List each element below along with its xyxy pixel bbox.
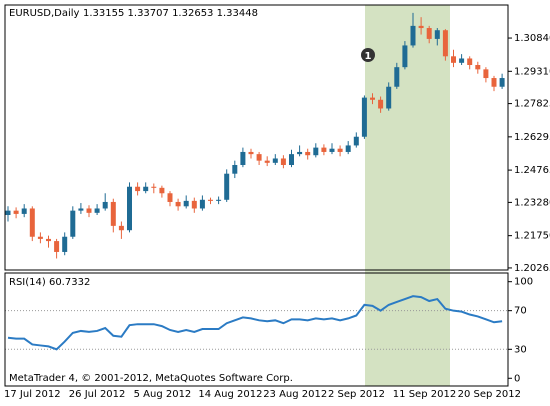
candle-body [264,160,270,163]
candle-body [224,173,230,200]
x-tick-label: 2 Sep 2012 [328,389,385,400]
candle-body [232,165,238,174]
candle-body [175,201,181,207]
candle-body [418,25,424,29]
candle-body [378,99,384,109]
price-summary: 1.33155 1.33707 1.32653 1.33448 [83,8,258,19]
candle-body [135,186,141,192]
candle-body [199,199,205,209]
y-tick-label: 1.29310 [514,66,550,77]
candle-body [70,210,76,237]
y-tick-label: 1.23280 [514,197,550,208]
candle-body [329,148,335,152]
candle-body [483,69,489,79]
x-tick-label: 20 Sep 2012 [458,389,521,400]
candle-body [54,241,60,252]
candle-body [143,186,149,192]
candle-body [410,25,416,46]
y-tick-label: 70 [514,306,527,317]
candle-body [46,238,51,242]
y-tick-label: 1.21750 [514,231,550,242]
symbol-title: EURUSD,Daily [9,8,80,19]
footer: MetaTrader 4, © 2001-2012, MetaQuotes So… [9,373,293,384]
x-tick-label: 26 Jul 2012 [69,389,126,400]
x-tick-label: 11 Sep 2012 [393,389,456,400]
candle-body [394,67,400,87]
y-tick-label: 30 [514,344,527,355]
candle-body [491,78,497,87]
x-tick-label: 5 Aug 2012 [134,389,192,400]
y-tick-label: 1.24765 [514,165,550,176]
candle-body [361,97,367,137]
rsi-line [7,295,503,351]
candle-body [37,236,43,239]
candle-body [442,30,448,57]
candle-body [110,201,116,226]
candle-body [280,158,286,165]
candle-body [29,208,35,237]
candle-body [337,148,343,152]
y-tick-label: 100 [514,277,533,288]
candle-body [272,158,278,163]
candle-body [248,151,254,155]
candle-body [167,193,173,202]
rsi-frame [4,272,509,387]
annotation-label: 1 [365,51,372,62]
candle-body [191,200,197,209]
candle-body [313,147,319,156]
candle-body [102,201,108,209]
candle-body [289,154,294,165]
x-tick-label: 14 Aug 2012 [198,389,262,400]
candle-body [21,208,27,214]
candle-body [459,58,465,63]
candle-body [256,154,262,161]
front-layer: 1.30840 1.29310 1.27825 1.26295 1.24765 1.232… [4,12,550,400]
candle-body [118,225,124,231]
candle-body [451,56,456,63]
candle-body [159,187,165,194]
y-tick-label: 1.27825 [514,99,550,110]
y-tick-label: 0 [514,373,520,384]
candle-body [5,210,11,215]
candle-body [183,200,189,207]
candle-body [127,186,132,231]
x-tick-label: 23 Aug 2012 [263,389,327,400]
candle-body [94,208,100,213]
main-frame [4,4,509,271]
candle-body [86,208,92,213]
candle-body [240,151,246,165]
candle-body [151,186,157,188]
candle-body [499,78,505,87]
candle-body [434,30,440,39]
candle-body [208,199,213,201]
candle-body [216,199,222,201]
x-tick-label: 17 Jul 2012 [4,389,61,400]
highlight-band [365,5,450,386]
candle-body [402,45,408,68]
candle-body [13,210,19,214]
candle-body [321,147,327,152]
candle-body [386,86,392,109]
candle-body [297,151,303,155]
candle-body [467,58,473,65]
back-layer [5,5,508,386]
y-tick-label: 1.26295 [514,132,550,143]
candle-body [62,236,68,252]
candle-body [353,136,359,146]
candle-body [370,97,375,100]
y-tick-label: 1.30840 [514,33,550,44]
candle-body [305,151,311,156]
candle-body [345,145,351,152]
candle-body [426,28,432,39]
candle-body [475,65,481,70]
y-tick-label: 1.20265 [514,263,550,274]
rsi-title: RSI(14) 60.7332 [9,277,90,288]
candle-body [78,208,84,211]
annotation-marker [361,48,375,62]
